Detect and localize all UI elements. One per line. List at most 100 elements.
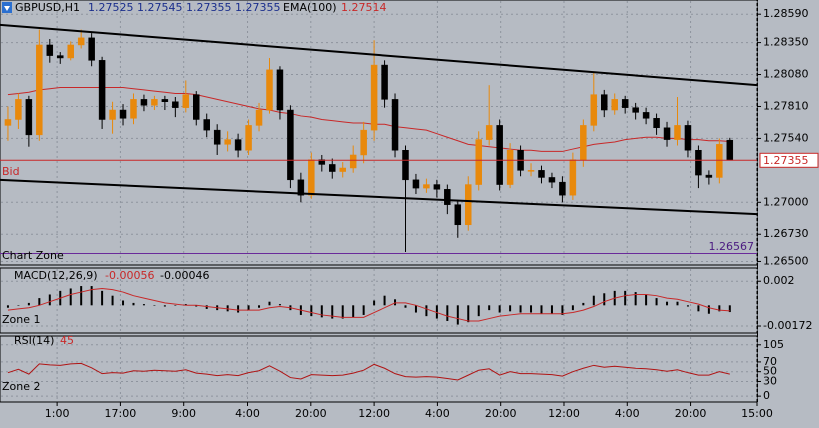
macd-bar xyxy=(352,305,355,318)
candle-body xyxy=(36,44,43,136)
candle-body xyxy=(57,55,64,59)
pane-background xyxy=(0,267,758,334)
macd-bar xyxy=(278,304,281,306)
ema-line xyxy=(7,87,730,152)
macd-bar xyxy=(414,305,417,313)
macd-bar xyxy=(174,305,177,306)
zone-1-label: Zone 1 xyxy=(2,313,41,326)
candle-body xyxy=(109,109,116,120)
macd-bar xyxy=(498,305,501,313)
macd-bar xyxy=(6,305,9,308)
candle-body xyxy=(287,109,294,181)
macd-bar xyxy=(404,305,407,308)
candle-body xyxy=(245,125,252,151)
x-tick-label: 1:00 xyxy=(45,407,70,420)
ema-label: EMA(100) xyxy=(283,1,337,14)
y-tick-label: 1.27540 xyxy=(763,131,809,144)
macd-bar xyxy=(666,301,669,306)
candle-body xyxy=(213,129,221,145)
macd-bar xyxy=(394,299,397,306)
trend-line xyxy=(0,178,758,216)
y-tick-label: 105 xyxy=(763,338,784,351)
macd-bar xyxy=(90,286,93,306)
y-tick-label: 0 xyxy=(763,389,770,402)
y-tick-label: 0.002 xyxy=(763,274,795,287)
bid-label: Bid xyxy=(2,165,20,178)
x-tick-label: 4:00 xyxy=(425,407,450,420)
symbol-icon-arrow xyxy=(4,6,10,11)
candle-body xyxy=(590,94,598,126)
rsi-value: 45 xyxy=(60,334,74,347)
macd-bar xyxy=(48,294,51,306)
candle-body xyxy=(423,184,430,189)
candle-body xyxy=(329,164,336,172)
zone-label: Chart Zone xyxy=(2,249,64,262)
candle-body xyxy=(580,125,587,160)
macd-bar xyxy=(153,305,156,306)
macd-bar xyxy=(320,305,323,318)
candle-body xyxy=(454,204,462,226)
macd-bar xyxy=(592,295,595,306)
rsi-line xyxy=(7,362,730,381)
macd-bar xyxy=(226,305,229,312)
macd-bar xyxy=(519,305,522,313)
candle-body xyxy=(360,129,367,156)
y-tick-label: 1.26730 xyxy=(763,227,809,240)
candle-body xyxy=(88,37,95,61)
candle-body xyxy=(653,118,660,129)
candle-body xyxy=(318,159,326,165)
candle-body xyxy=(255,109,263,126)
candle-body xyxy=(381,64,388,100)
candle-body xyxy=(674,125,681,140)
y-tick-label: 70 xyxy=(763,355,777,368)
candle-body xyxy=(705,174,713,178)
candle-body xyxy=(726,139,734,161)
ema-value: 1.27514 xyxy=(341,1,387,14)
candle-body xyxy=(433,184,441,190)
macd-bar xyxy=(132,302,135,306)
y-tick-label: 1.28590 xyxy=(763,7,809,20)
rsi-title: RSI(14) xyxy=(14,334,54,347)
candle-body xyxy=(496,125,503,185)
x-tick-label: 17:00 xyxy=(105,407,137,420)
candle-body xyxy=(161,99,169,102)
x-tick-label: 20:00 xyxy=(485,407,517,420)
signal-value: -0.00046 xyxy=(160,269,209,282)
macd-bar xyxy=(205,305,208,309)
zone-value: 1.26567 xyxy=(709,240,755,253)
x-tick-label: 9:00 xyxy=(171,407,196,420)
candle-body xyxy=(632,107,639,113)
y-tick-label: -0.00172 xyxy=(763,319,812,332)
candle-body xyxy=(297,179,305,196)
macd-bar xyxy=(718,305,721,312)
macd-bar xyxy=(163,305,166,307)
y-tick-label: 1.28350 xyxy=(763,36,809,49)
macd-bar xyxy=(142,304,145,306)
macd-bar xyxy=(697,305,700,312)
macd-bar xyxy=(69,288,72,306)
x-tick-label: 12:00 xyxy=(358,407,390,420)
candle-body xyxy=(684,125,692,151)
macd-bar xyxy=(488,305,491,311)
candle-body xyxy=(151,99,158,106)
plot-layer: 1:00 17:00 9:00 4:00 20:00 12:00 4:00 20:00 12:0… xyxy=(0,1,819,420)
y-tick-label: 1.26500 xyxy=(763,254,809,267)
macd-bar xyxy=(310,305,313,317)
macd-bar xyxy=(728,305,731,313)
candle-body xyxy=(339,167,346,172)
macd-bar xyxy=(425,305,428,317)
macd-bar xyxy=(456,305,459,325)
candle-body xyxy=(475,139,482,185)
candle-body xyxy=(601,94,608,111)
y-tick-label: 1.27000 xyxy=(763,195,809,208)
y-tick-label: 1.27810 xyxy=(763,99,809,112)
candle-body xyxy=(548,177,556,183)
macd-bar xyxy=(446,305,449,321)
x-tick-label: 20:00 xyxy=(675,407,707,420)
x-tick-label: 4:00 xyxy=(235,407,260,420)
macd-bar xyxy=(341,305,344,319)
candle-body xyxy=(224,139,231,145)
macd-bar xyxy=(383,295,386,306)
y-tick-label: 50 xyxy=(763,365,777,378)
candle-body xyxy=(4,119,12,126)
